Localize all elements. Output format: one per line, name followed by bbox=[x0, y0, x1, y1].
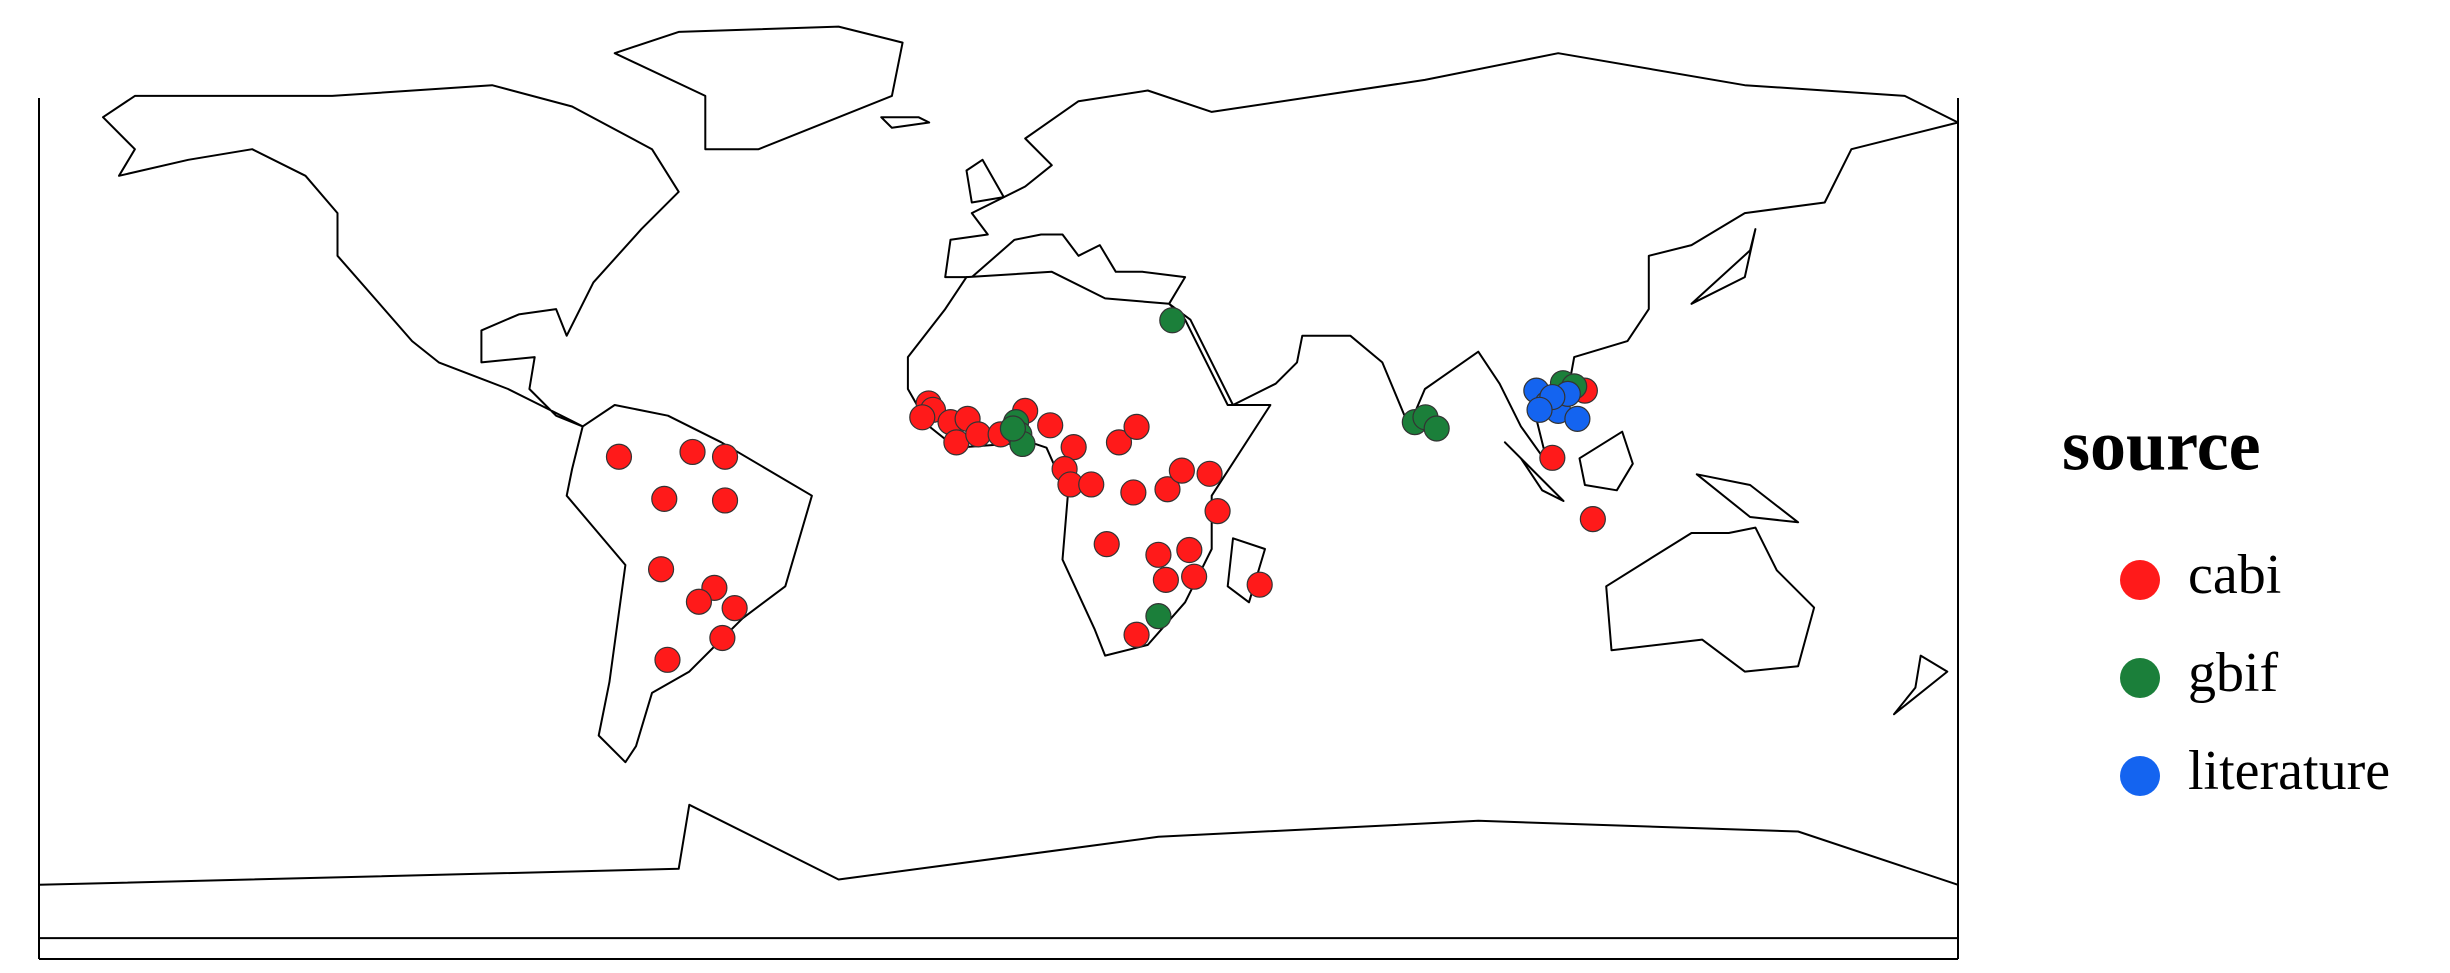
land-outline bbox=[102, 84, 680, 428]
point bbox=[709, 624, 736, 652]
point bbox=[1154, 476, 1181, 503]
point bbox=[721, 595, 748, 622]
point bbox=[1168, 457, 1195, 484]
land-outline bbox=[965, 158, 1005, 204]
land-outline bbox=[1893, 654, 1949, 716]
point bbox=[1145, 541, 1172, 568]
point bbox=[1159, 307, 1186, 334]
point bbox=[1078, 471, 1105, 498]
point bbox=[1196, 460, 1223, 487]
point bbox=[711, 487, 739, 514]
land-outline bbox=[906, 270, 1272, 657]
legend-title: source bbox=[2062, 406, 2261, 486]
land-outline bbox=[1503, 441, 1565, 502]
point bbox=[1105, 429, 1133, 456]
point bbox=[1526, 396, 1553, 423]
legend-label: literature bbox=[2188, 740, 2390, 802]
point bbox=[1246, 571, 1273, 598]
land-outline bbox=[38, 803, 1959, 940]
point bbox=[1123, 413, 1150, 440]
land-outline bbox=[613, 25, 904, 151]
points bbox=[605, 307, 1606, 673]
land-outline bbox=[1690, 228, 1757, 305]
point bbox=[654, 646, 681, 673]
point bbox=[1176, 536, 1203, 564]
land-outline bbox=[1226, 537, 1266, 604]
point bbox=[685, 588, 713, 615]
land-outline bbox=[1578, 430, 1634, 492]
point bbox=[943, 429, 970, 456]
point bbox=[679, 438, 706, 466]
legend-label: cabi bbox=[2188, 544, 2281, 606]
point bbox=[1123, 621, 1150, 648]
point bbox=[605, 443, 633, 470]
point bbox=[1204, 498, 1231, 525]
legend-swatch bbox=[2120, 658, 2160, 698]
point bbox=[965, 421, 992, 448]
point bbox=[1120, 479, 1147, 506]
land-outline bbox=[1605, 526, 1816, 673]
point bbox=[1037, 412, 1064, 439]
point bbox=[1093, 531, 1120, 558]
point bbox=[1579, 506, 1606, 533]
legend-swatch bbox=[2120, 756, 2160, 796]
point bbox=[909, 404, 936, 431]
point bbox=[647, 556, 675, 583]
land-outline bbox=[880, 116, 931, 129]
land-outline bbox=[1695, 473, 1800, 524]
land-outline bbox=[565, 404, 813, 764]
point bbox=[1539, 444, 1566, 471]
land bbox=[38, 25, 1959, 940]
legend-label: gbif bbox=[2188, 642, 2279, 704]
point bbox=[999, 415, 1026, 442]
point bbox=[711, 443, 739, 470]
point bbox=[1181, 563, 1208, 590]
point bbox=[1564, 405, 1591, 432]
point bbox=[651, 485, 678, 512]
point bbox=[1423, 415, 1450, 442]
point bbox=[1152, 566, 1179, 593]
point bbox=[1060, 434, 1087, 461]
legend: cabi gbif literature bbox=[2120, 544, 2390, 802]
point bbox=[1145, 603, 1172, 630]
legend-swatch bbox=[2120, 560, 2160, 600]
